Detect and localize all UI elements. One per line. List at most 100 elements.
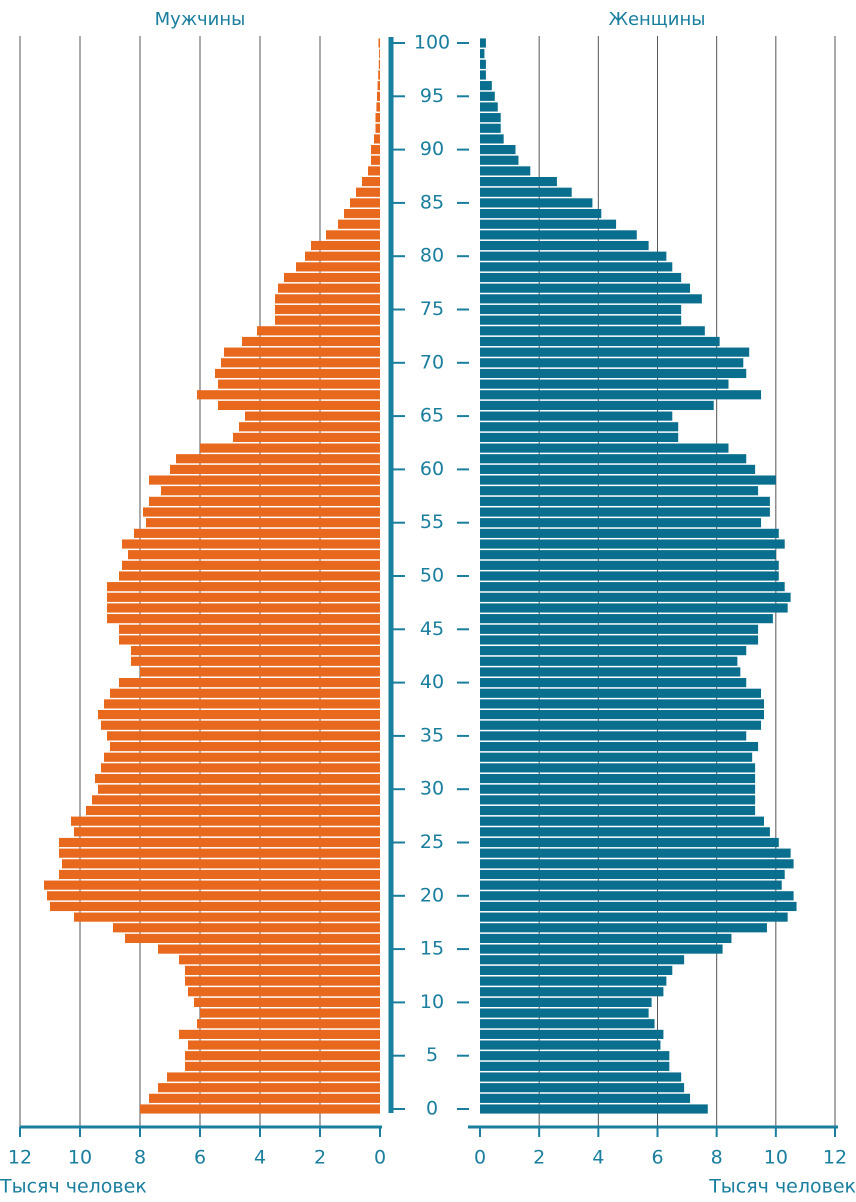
- x-tick-label: 10: [764, 1147, 788, 1169]
- bar: [480, 987, 664, 997]
- x-tick-label: 4: [254, 1147, 266, 1169]
- bar: [158, 1083, 380, 1093]
- bar: [197, 1019, 380, 1029]
- bar: [480, 731, 747, 741]
- y-tick-label: 60: [420, 458, 444, 480]
- bar: [480, 1072, 682, 1082]
- bar: [62, 859, 380, 869]
- bar: [480, 912, 788, 922]
- x-tick-label: 10: [68, 1147, 92, 1169]
- bar: [179, 955, 380, 965]
- bar: [480, 656, 738, 666]
- bar: [480, 1093, 691, 1103]
- bar: [221, 358, 380, 368]
- bar: [71, 816, 380, 826]
- x-tick-label: 12: [8, 1147, 32, 1169]
- bar: [480, 411, 673, 421]
- bar: [480, 805, 756, 816]
- bar: [278, 283, 380, 293]
- bar: [480, 272, 682, 283]
- bar: [480, 187, 572, 197]
- bar: [104, 752, 380, 762]
- bar: [179, 1029, 380, 1039]
- bar: [200, 443, 380, 453]
- bar: [480, 560, 779, 570]
- bar: [122, 560, 380, 570]
- bar: [480, 240, 649, 251]
- bar: [185, 1051, 380, 1061]
- bar: [107, 592, 380, 602]
- bar: [188, 1040, 380, 1050]
- bar: [275, 315, 380, 325]
- bar: [245, 411, 380, 421]
- bar: [480, 923, 767, 933]
- bar: [480, 113, 501, 123]
- bar: [113, 923, 380, 933]
- bar: [480, 166, 531, 176]
- bar: [170, 464, 380, 474]
- bar: [59, 848, 380, 858]
- bar: [480, 933, 732, 944]
- bar: [480, 283, 691, 293]
- bar: [376, 102, 380, 112]
- bar: [128, 550, 380, 560]
- bar: [119, 635, 380, 645]
- bar: [480, 1019, 655, 1029]
- bar: [200, 1008, 380, 1018]
- bar: [344, 208, 380, 219]
- bar: [143, 507, 380, 517]
- bar: [44, 880, 380, 890]
- bar: [480, 1029, 664, 1039]
- bar: [480, 230, 637, 240]
- bar: [101, 720, 380, 730]
- bar: [197, 390, 380, 400]
- bar: [362, 176, 380, 187]
- bar: [378, 70, 380, 80]
- panel-title: Мужчины: [155, 9, 246, 30]
- bar: [74, 827, 380, 837]
- bar: [480, 678, 747, 688]
- bar: [480, 592, 791, 602]
- bar: [161, 486, 380, 496]
- bar: [311, 240, 380, 251]
- y-tick-label: 45: [420, 618, 444, 640]
- bar: [480, 486, 759, 496]
- bar: [371, 155, 380, 165]
- bar: [125, 933, 380, 944]
- y-tick-label: 75: [420, 298, 444, 320]
- bar: [480, 1008, 649, 1018]
- y-tick-label: 95: [420, 85, 444, 107]
- bar: [480, 390, 762, 400]
- bar: [480, 208, 602, 219]
- bar: [131, 646, 380, 656]
- bar: [185, 1061, 380, 1071]
- bar: [480, 550, 776, 560]
- bar: [242, 336, 380, 347]
- bar: [305, 251, 380, 261]
- bar: [215, 368, 380, 379]
- bar: [119, 624, 380, 634]
- bar: [377, 81, 380, 91]
- x-axis-label: Тысяч человек: [708, 1176, 856, 1198]
- bar: [480, 699, 764, 709]
- bar: [480, 646, 747, 656]
- bar: [480, 219, 617, 229]
- bar: [167, 1072, 380, 1082]
- y-tick-label: 15: [420, 938, 444, 960]
- bar: [92, 795, 380, 805]
- bars: [44, 38, 797, 1114]
- bar: [131, 656, 380, 666]
- bar: [480, 784, 756, 794]
- bar: [480, 134, 504, 144]
- bar: [59, 837, 380, 848]
- bar: [350, 198, 380, 208]
- bar: [480, 262, 673, 272]
- bar: [176, 454, 380, 464]
- bar: [480, 976, 667, 986]
- y-tick-label: 65: [420, 405, 444, 427]
- y-tick-label: 100: [414, 32, 450, 54]
- bar: [378, 59, 380, 69]
- bar: [480, 198, 593, 208]
- bar: [257, 326, 380, 336]
- bar: [480, 70, 486, 80]
